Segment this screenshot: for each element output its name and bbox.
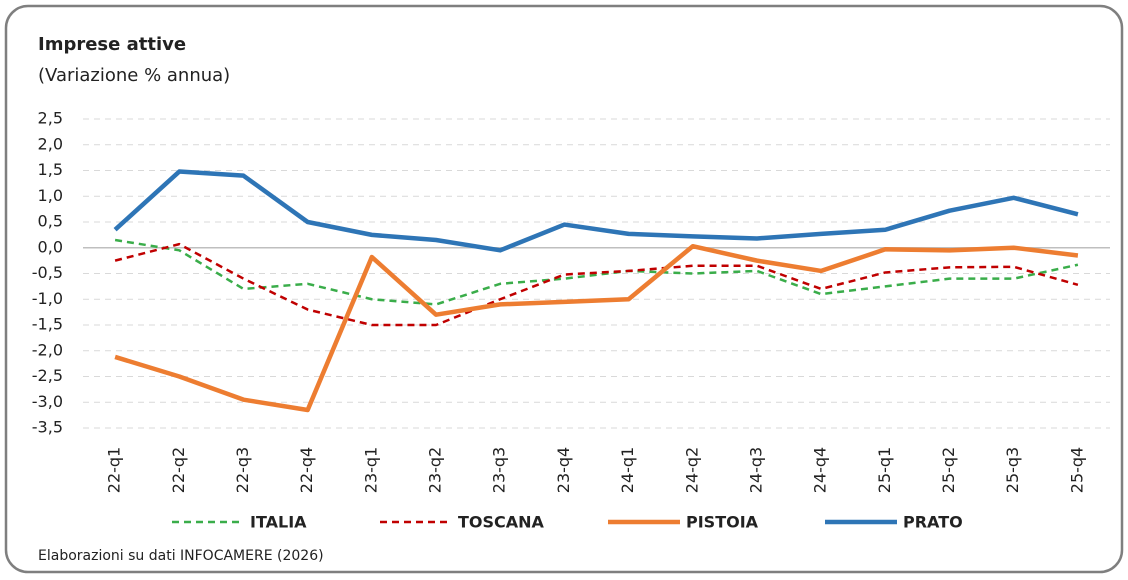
y-tick-label: 0,5: [38, 212, 63, 231]
y-tick-label: 0,0: [38, 237, 63, 256]
legend-label: ITALIA: [250, 513, 307, 532]
legend-label: PRATO: [903, 513, 963, 532]
x-tick-label: 22-q1: [105, 447, 124, 493]
chart-title: Imprese attive: [38, 34, 186, 55]
y-tick-label: 1,5: [38, 160, 63, 179]
x-tick-label: 22-q3: [233, 447, 252, 493]
x-tick-label: 24-q4: [811, 447, 830, 493]
x-tick-label: 23-q4: [554, 447, 573, 493]
y-tick-label: -0,5: [32, 263, 63, 282]
y-tick-label: -3,0: [32, 392, 63, 411]
x-tick-label: 25-q3: [1003, 447, 1022, 493]
series-line: [114, 238, 1079, 306]
y-tick-label: -1,0: [32, 289, 63, 308]
y-tick-label: 2,0: [38, 134, 63, 153]
x-tick-label: 24-q2: [682, 447, 701, 493]
chart-subtitle: (Variazione % annua): [38, 65, 230, 86]
series-line: [114, 242, 1079, 327]
y-tick-label: -1,5: [32, 315, 63, 334]
x-tick-label: 24-q3: [746, 447, 765, 493]
x-tick-label: 25-q4: [1067, 447, 1086, 493]
x-tick-label: 23-q1: [361, 447, 380, 493]
x-tick-label: 22-q4: [297, 447, 316, 493]
series-line: [113, 169, 1079, 253]
y-tick-label: -2,0: [32, 340, 63, 359]
chart-frame: [4, 4, 1124, 574]
y-tick-label: -2,5: [32, 366, 63, 385]
x-tick-label: 25-q1: [875, 447, 894, 493]
x-tick-label: 23-q2: [426, 447, 445, 493]
x-tick-label: 24-q1: [618, 447, 637, 493]
source-note: Elaborazioni su dati INFOCAMERE (2026): [38, 548, 324, 564]
x-tick-label: 22-q2: [169, 447, 188, 493]
x-tick-label: 25-q2: [939, 447, 958, 493]
y-tick-label: 2,5: [38, 109, 63, 128]
x-tick-label: 23-q3: [490, 447, 509, 493]
y-tick-label: -3,5: [32, 418, 63, 437]
y-tick-label: 1,0: [38, 186, 63, 205]
legend-label: PISTOIA: [686, 513, 759, 532]
legend-label: TOSCANA: [458, 513, 545, 532]
series-line: [114, 243, 1079, 413]
